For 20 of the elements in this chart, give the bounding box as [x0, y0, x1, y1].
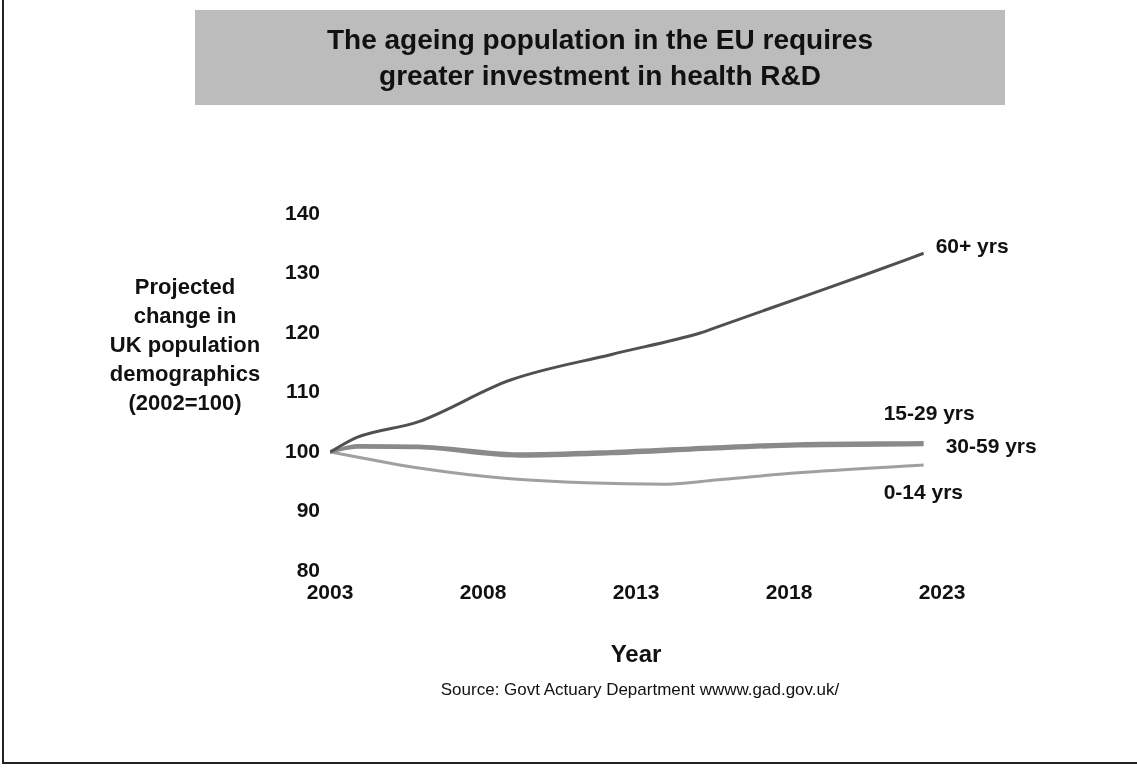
y-tick-label: 90 [296, 498, 320, 522]
series-label: 15-29 yrs [883, 401, 975, 425]
x-tick-label: 2013 [612, 580, 660, 604]
x-axis-title: Year [609, 640, 663, 668]
x-tick-label: 2023 [918, 580, 966, 604]
y-axis-title: Projected change in UK population demographics (2002=100) [109, 274, 261, 415]
x-tick-label: 2018 [765, 580, 813, 604]
x-tick-label: 2003 [306, 580, 354, 604]
source-note: Source: Govt Actuary Department wwww.gad.gov.uk/ [439, 680, 841, 700]
chart-title: The ageing population in the EU requires greater investment in health R&D [195, 10, 1005, 105]
series-label: 0-14 yrs [883, 479, 964, 503]
y-tick-label: 80 [296, 557, 320, 581]
series-label: 30-59 yrs [945, 433, 1037, 457]
y-tick-label: 120 [284, 319, 320, 343]
y-tick-label: 100 [284, 438, 320, 462]
y-tick-label: 110 [286, 379, 320, 403]
series-label: 60+ yrs [935, 234, 1009, 258]
y-tick-label: 140 [284, 200, 320, 224]
y-tick-label: 130 [284, 260, 320, 284]
x-tick-label: 2008 [459, 580, 507, 604]
